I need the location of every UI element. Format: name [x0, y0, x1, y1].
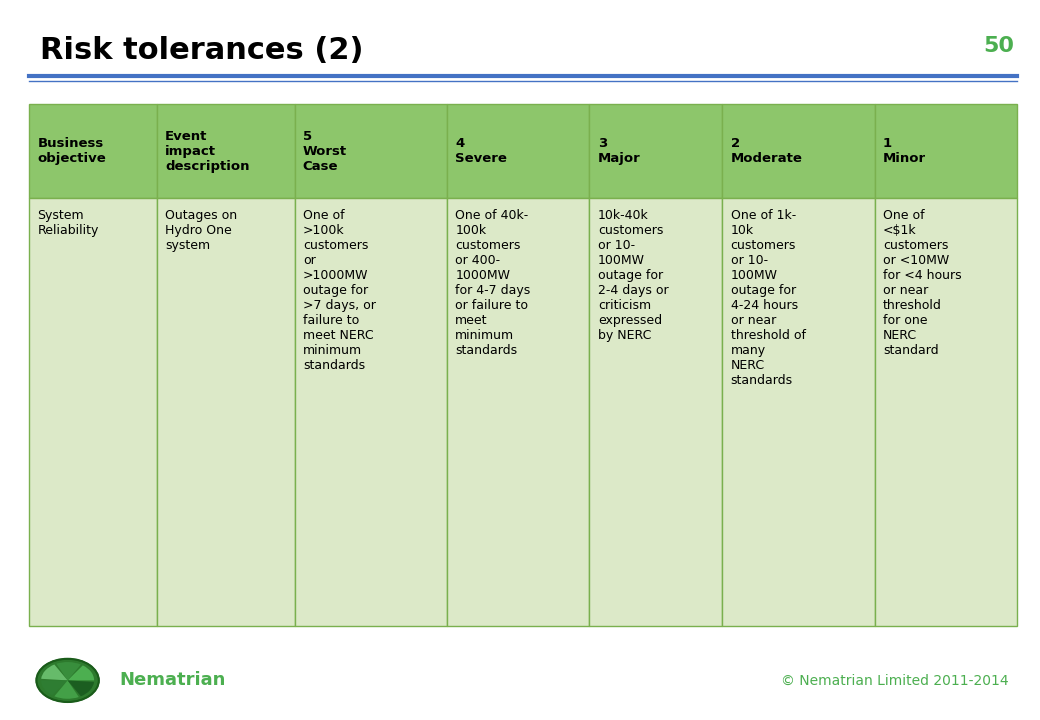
- Text: Risk tolerances (2): Risk tolerances (2): [40, 36, 363, 65]
- Text: One of
>100k
customers
or
>1000MW
outage for
>7 days, or
failure to
meet NERC
mi: One of >100k customers or >1000MW outage…: [303, 209, 375, 372]
- Text: Event
impact
description: Event impact description: [165, 130, 250, 173]
- Text: 10k-40k
customers
or 10-
100MW
outage for
2-4 days or
criticism
expressed
by NER: 10k-40k customers or 10- 100MW outage fo…: [598, 209, 669, 342]
- Text: 50: 50: [983, 36, 1014, 56]
- Text: 4
Severe: 4 Severe: [456, 138, 508, 165]
- Text: Nematrian: Nematrian: [120, 671, 226, 690]
- Text: Business
objective: Business objective: [37, 138, 106, 165]
- Text: © Nematrian Limited 2011-2014: © Nematrian Limited 2011-2014: [781, 673, 1009, 688]
- Text: One of 40k-
100k
customers
or 400-
1000MW
for 4-7 days
or failure to
meet
minimu: One of 40k- 100k customers or 400- 1000M…: [456, 209, 530, 357]
- Text: System
Reliability: System Reliability: [37, 209, 99, 237]
- Text: 1
Minor: 1 Minor: [883, 138, 926, 165]
- Text: 2
Moderate: 2 Moderate: [730, 138, 803, 165]
- Text: Outages on
Hydro One
system: Outages on Hydro One system: [165, 209, 237, 252]
- Text: One of
<$1k
customers
or <10MW
for <4 hours
or near
threshold
for one
NERC
stand: One of <$1k customers or <10MW for <4 ho…: [883, 209, 962, 357]
- Text: One of 1k-
10k
customers
or 10-
100MW
outage for
4-24 hours
or near
threshold of: One of 1k- 10k customers or 10- 100MW ou…: [730, 209, 806, 387]
- Text: 3
Major: 3 Major: [598, 138, 641, 165]
- Text: 5
Worst
Case: 5 Worst Case: [303, 130, 347, 173]
